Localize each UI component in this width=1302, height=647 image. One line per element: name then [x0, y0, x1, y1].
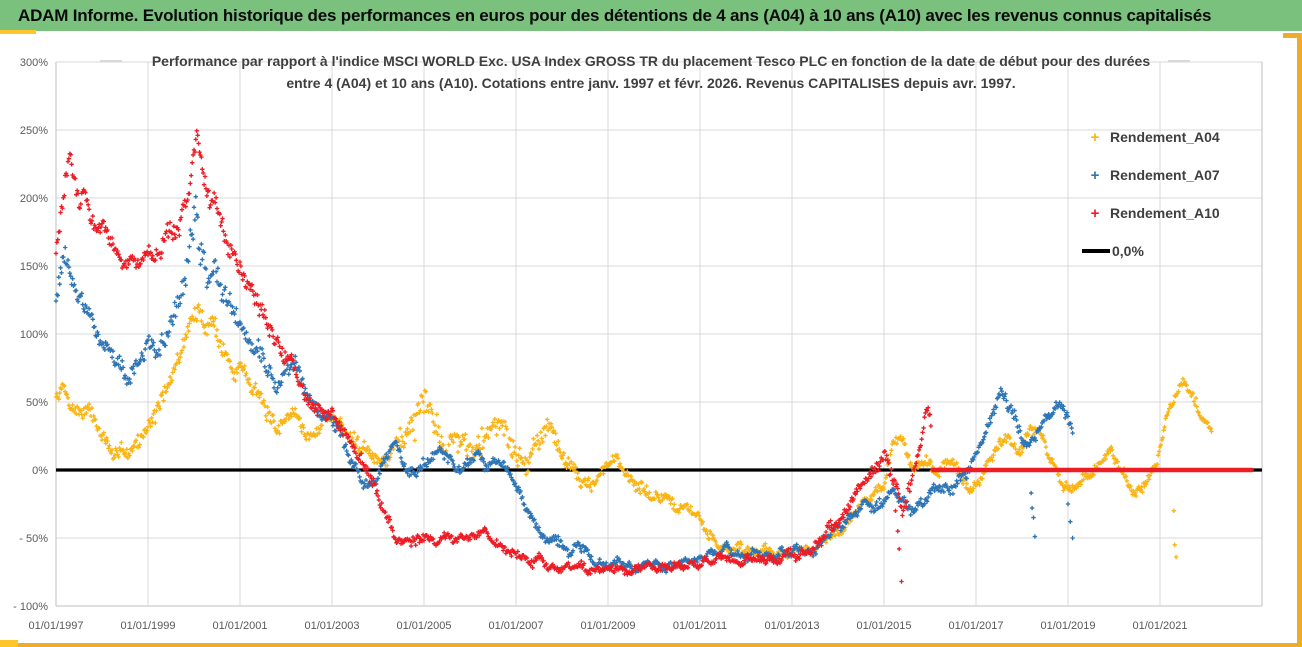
legend-item-rendement-a04: + Rendement_A04: [1082, 118, 1282, 156]
x-axis-tick-label: 01/01/2015: [856, 620, 911, 632]
frame-hook-top-right: [1283, 33, 1297, 38]
y-axis-tick-label: - 50%: [19, 533, 48, 545]
x-axis-tick-label: 01/01/2013: [764, 620, 819, 632]
chart-title-line2: entre 4 (A04) et 10 ans (A10). Cotations…: [286, 75, 1016, 91]
frame-corner-bottom-left: [0, 640, 18, 647]
chart-area: Performance par rapport à l'indice MSCI …: [0, 33, 1302, 647]
y-axis-tick-label: - 100%: [13, 601, 48, 613]
chart-legend: + Rendement_A04 + Rendement_A07 + Rendement_A…: [1082, 118, 1282, 270]
legend-plus-marker: +: [1090, 166, 1100, 184]
y-axis-tick-label: 50%: [26, 397, 48, 409]
chart-title-line1: Performance par rapport à l'indice MSCI …: [151, 53, 1151, 69]
frame-accent-top-left: [0, 30, 36, 34]
performance-scatter-chart: 300% 250% 200% 150% 100% 50% 0% - 50% - 100% 01/0…: [13, 57, 1263, 632]
legend-label: Rendement_A07: [1110, 167, 1220, 183]
report-header-title: ADAM Informe. Evolution historique des p…: [18, 5, 1212, 25]
legend-item-0-0-: 0,0%: [1082, 232, 1282, 270]
frame-border-right: [1297, 33, 1302, 647]
x-axis-tick-label: 01/01/2007: [488, 620, 543, 632]
x-axis-tick-label: 01/01/2017: [948, 620, 1003, 632]
series-rendement_a10-zero-flat: [930, 467, 1254, 473]
report-header-bar: ADAM Informe. Evolution historique des p…: [0, 0, 1302, 33]
x-axis-tick-label: 01/01/1999: [120, 620, 175, 632]
title-tick-right: [1168, 60, 1190, 62]
legend-label: Rendement_A10: [1110, 205, 1220, 221]
x-axis-tick-label: 01/01/1997: [28, 620, 83, 632]
legend-label: 0,0%: [1112, 243, 1144, 259]
y-axis-tick-label: 250%: [20, 125, 48, 137]
x-axis-tick-label: 01/01/2001: [212, 620, 267, 632]
legend-item-rendement-a10: + Rendement_A10: [1082, 194, 1282, 232]
y-axis-tick-label: 100%: [20, 329, 48, 341]
legend-plus-marker: +: [1090, 128, 1100, 146]
frame-border-bottom: [0, 643, 1302, 647]
y-axis-tick-label: 200%: [20, 193, 48, 205]
x-axis-tick-label: 01/01/2003: [304, 620, 359, 632]
y-axis-tick-label: 150%: [20, 261, 48, 273]
x-axis-tick-label: 01/01/2005: [396, 620, 451, 632]
series-rendement_a04: [53, 302, 1214, 563]
title-tick-left: [100, 60, 122, 62]
legend-plus-marker: +: [1090, 204, 1100, 222]
series-rendement_a07: [53, 194, 1075, 575]
x-axis-tick-label: 01/01/2019: [1040, 620, 1095, 632]
x-axis-tick-label: 01/01/2011: [673, 620, 727, 632]
legend-label: Rendement_A04: [1110, 129, 1220, 145]
y-axis-tick-label: 300%: [20, 57, 48, 69]
x-axis-tick-label: 01/01/2009: [580, 620, 635, 632]
y-axis-tick-label: 0%: [32, 465, 48, 477]
x-axis-tick-label: 01/01/2021: [1132, 620, 1187, 632]
legend-item-rendement-a07: + Rendement_A07: [1082, 156, 1282, 194]
legend-zero-line-swatch: [1082, 249, 1110, 253]
chart-title: Performance par rapport à l'indice MSCI …: [0, 50, 1302, 94]
series-rendement_a10: [53, 128, 934, 584]
